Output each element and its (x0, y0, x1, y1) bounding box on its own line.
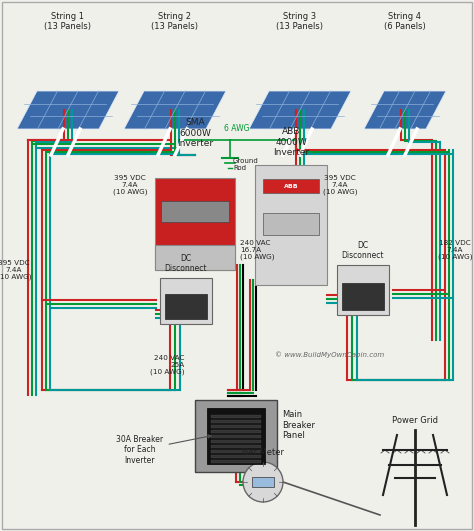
Text: 240 VAC
25A
(10 AWG): 240 VAC 25A (10 AWG) (151, 355, 185, 375)
FancyBboxPatch shape (211, 440, 261, 443)
FancyBboxPatch shape (211, 455, 261, 458)
Circle shape (243, 462, 283, 502)
FancyBboxPatch shape (160, 278, 212, 324)
FancyBboxPatch shape (195, 400, 277, 472)
Text: Net Meter: Net Meter (242, 448, 284, 457)
Text: String 4
(6 Panels): String 4 (6 Panels) (384, 12, 426, 31)
FancyBboxPatch shape (252, 477, 274, 487)
FancyBboxPatch shape (155, 245, 235, 270)
Text: Ground
Rod: Ground Rod (233, 158, 259, 171)
FancyBboxPatch shape (211, 460, 261, 463)
Text: 395 VDC
7.4A
(10 AWG): 395 VDC 7.4A (10 AWG) (0, 260, 31, 280)
FancyBboxPatch shape (211, 425, 261, 428)
Text: 182 VDC
7.4A
(10 AWG): 182 VDC 7.4A (10 AWG) (438, 240, 472, 260)
FancyBboxPatch shape (263, 213, 319, 235)
FancyBboxPatch shape (263, 179, 319, 193)
Text: DC
Disconnect: DC Disconnect (165, 254, 207, 273)
FancyBboxPatch shape (211, 445, 261, 448)
FancyBboxPatch shape (161, 201, 229, 222)
Text: DC
Disconnect: DC Disconnect (342, 241, 384, 260)
FancyBboxPatch shape (211, 435, 261, 438)
Text: 395 VDC
7.4A
(10 AWG): 395 VDC 7.4A (10 AWG) (113, 175, 147, 195)
Text: 240 VAC
16.7A
(10 AWG): 240 VAC 16.7A (10 AWG) (240, 240, 274, 260)
Text: String 1
(13 Panels): String 1 (13 Panels) (45, 12, 91, 31)
Text: 6 AWG: 6 AWG (224, 124, 250, 133)
Text: © www.BuildMyOwnCabin.com: © www.BuildMyOwnCabin.com (275, 352, 384, 358)
FancyBboxPatch shape (342, 282, 384, 310)
FancyBboxPatch shape (255, 165, 327, 285)
FancyBboxPatch shape (211, 450, 261, 453)
FancyBboxPatch shape (211, 420, 261, 423)
FancyBboxPatch shape (211, 415, 261, 418)
FancyBboxPatch shape (155, 178, 235, 270)
FancyBboxPatch shape (337, 265, 389, 315)
Polygon shape (364, 91, 446, 129)
Text: SMA
6000W
Inverter: SMA 6000W Inverter (177, 118, 213, 148)
Text: Power Grid: Power Grid (392, 416, 438, 425)
FancyBboxPatch shape (165, 294, 207, 319)
Text: 30A Breaker
for Each
Inverter: 30A Breaker for Each Inverter (117, 435, 211, 465)
Text: String 3
(13 Panels): String 3 (13 Panels) (276, 12, 323, 31)
FancyBboxPatch shape (207, 408, 265, 464)
Text: 395 VDC
7.4A
(10 AWG): 395 VDC 7.4A (10 AWG) (323, 175, 357, 195)
Text: ABB: ABB (283, 184, 298, 189)
Text: String 2
(13 Panels): String 2 (13 Panels) (152, 12, 199, 31)
Polygon shape (17, 91, 119, 129)
FancyBboxPatch shape (211, 430, 261, 433)
Polygon shape (249, 91, 351, 129)
Text: Main
Breaker
Panel: Main Breaker Panel (282, 410, 315, 440)
Polygon shape (124, 91, 226, 129)
Text: ABB
4000W
Inverter: ABB 4000W Inverter (273, 127, 309, 157)
